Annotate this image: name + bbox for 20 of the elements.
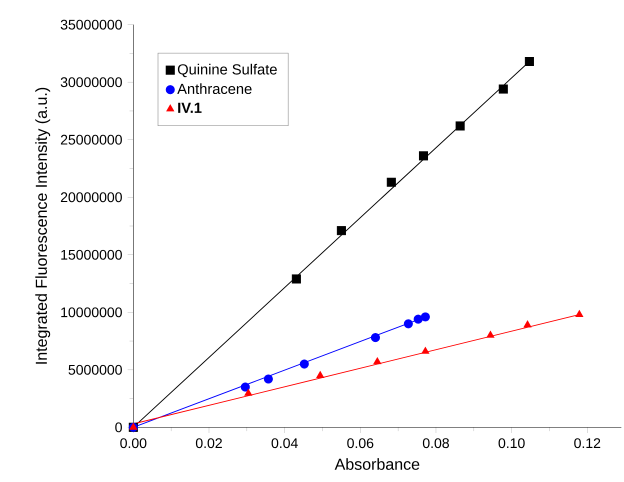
x-tick-label: 0.00 [120,438,146,448]
y-tick-label: 5000000 [68,364,122,375]
x-tick-label: 0.08 [422,438,449,448]
y-tick-label: 10000000 [61,307,122,318]
y-tick-label: 20000000 [60,192,122,202]
x-axis-title: Absorbance [334,458,420,470]
y-tick-label: 15000000 [61,250,122,260]
x-tick-label: 0.06 [347,438,374,448]
x-tick-label: 0.02 [196,438,222,448]
y-tick-label: 35000000 [60,20,122,30]
y-tick-label: 0 [115,422,122,432]
y-axis-title: Integrated Fluorescence Intensity (a.u.) [35,88,50,364]
y-tick-label: 25000000 [60,134,122,145]
x-tick-label: 0.12 [574,438,600,448]
legend-label: Anthracene [177,83,252,94]
x-tick-label: 0.04 [272,438,298,448]
legend-label: IV.1 [178,102,202,113]
y-tick-label: 30000000 [60,77,122,88]
legend-label: Quinine Sulfate [178,64,277,78]
x-tick-label: 0.10 [498,438,525,448]
